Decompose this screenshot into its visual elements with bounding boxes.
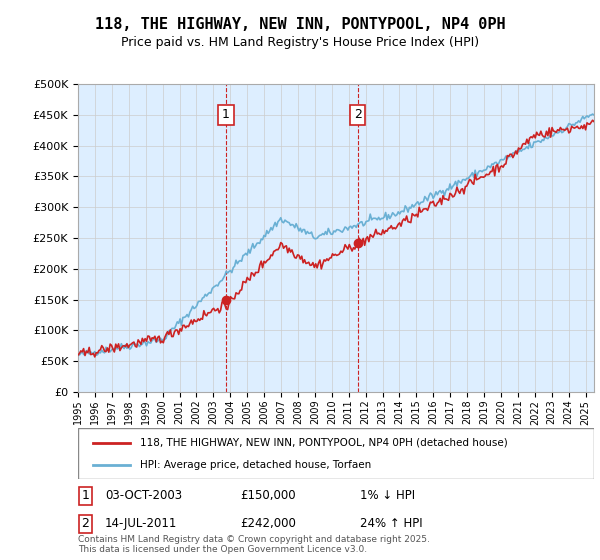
Text: 1: 1 xyxy=(222,108,230,122)
Text: 1: 1 xyxy=(82,489,89,502)
Text: 118, THE HIGHWAY, NEW INN, PONTYPOOL, NP4 0PH: 118, THE HIGHWAY, NEW INN, PONTYPOOL, NP… xyxy=(95,17,505,32)
Text: 1% ↓ HPI: 1% ↓ HPI xyxy=(360,489,415,502)
Text: HPI: Average price, detached house, Torfaen: HPI: Average price, detached house, Torf… xyxy=(140,460,371,470)
Text: 118, THE HIGHWAY, NEW INN, PONTYPOOL, NP4 0PH (detached house): 118, THE HIGHWAY, NEW INN, PONTYPOOL, NP… xyxy=(140,437,508,447)
Text: 03-OCT-2003: 03-OCT-2003 xyxy=(105,489,182,502)
FancyBboxPatch shape xyxy=(79,515,92,533)
FancyBboxPatch shape xyxy=(78,428,594,479)
Text: Contains HM Land Registry data © Crown copyright and database right 2025.
This d: Contains HM Land Registry data © Crown c… xyxy=(78,535,430,554)
Text: £150,000: £150,000 xyxy=(240,489,296,502)
Text: 14-JUL-2011: 14-JUL-2011 xyxy=(105,517,178,530)
Text: 2: 2 xyxy=(82,517,89,530)
Text: 24% ↑ HPI: 24% ↑ HPI xyxy=(360,517,422,530)
FancyBboxPatch shape xyxy=(79,487,92,505)
Text: £242,000: £242,000 xyxy=(240,517,296,530)
Text: Price paid vs. HM Land Registry's House Price Index (HPI): Price paid vs. HM Land Registry's House … xyxy=(121,36,479,49)
Text: 2: 2 xyxy=(354,108,362,122)
